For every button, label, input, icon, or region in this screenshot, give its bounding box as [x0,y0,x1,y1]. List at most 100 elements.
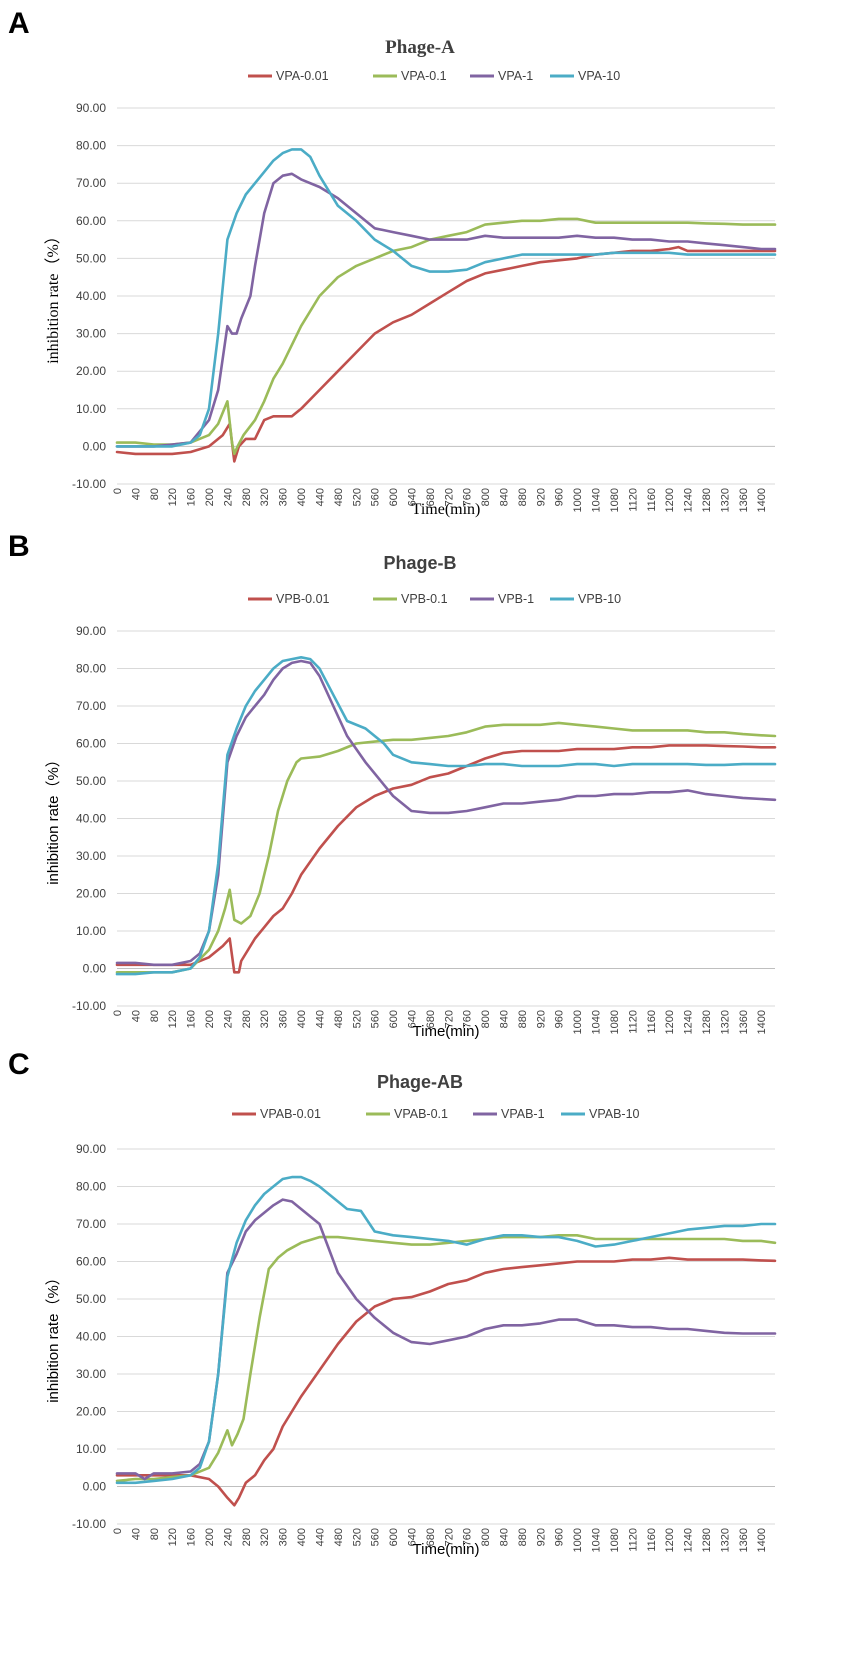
x-tick-label: 1240 [683,488,695,512]
y-tick-label: 20.00 [76,364,106,378]
x-tick-label: 600 [388,1010,400,1028]
x-tick-label: 1200 [664,488,676,512]
y-axis-label: inhibition rate（%） [45,752,62,885]
x-tick-label: 1320 [719,1010,731,1034]
x-tick-label: 1400 [756,1010,768,1034]
x-tick-label: 880 [517,1528,529,1546]
x-tick-label: 680 [425,1010,437,1028]
x-tick-label: 1000 [572,488,584,512]
legend-item: VPAB-0.01 [232,1107,321,1121]
x-tick-label: 560 [370,1010,382,1028]
x-tick-label: 1400 [756,488,768,512]
x-tick-label: 80 [149,488,161,500]
legend-label: VPAB-10 [589,1107,640,1121]
gridlines [117,630,775,1007]
x-tick-label: 480 [333,488,345,506]
chart-title: Phage-A [385,37,455,58]
y-tick-label: 90.00 [76,624,106,638]
legend-item: VPAB-0.1 [366,1107,448,1121]
series-line-vpab-10 [115,1175,777,1485]
x-tick-label: 1360 [738,1010,750,1034]
x-tick-label: 320 [259,488,271,506]
panel-letter: A [8,7,30,40]
legend-label: VPB-0.1 [401,592,448,606]
x-tick-label: 840 [499,1528,511,1546]
x-tick-label: 200 [204,488,216,506]
x-tick-label: 1240 [683,1010,695,1034]
x-tick-label: 720 [443,1010,455,1028]
y-tick-label: 30.00 [76,1367,106,1381]
x-tick-label: 400 [296,488,308,506]
x-axis-label: Time(min) [413,1541,480,1558]
x-tick-label: 1080 [609,1528,621,1552]
legend-label: VPA-1 [498,69,533,83]
x-axis-label: Time(min) [413,1023,480,1040]
x-axis: 0 40 80 120 160 200 240 280 320 360 400 440 480 520 56… [112,1010,768,1034]
x-tick-label: 320 [259,1528,271,1546]
legend-label: VPA-10 [578,69,620,83]
y-tick-label: 10.00 [76,1442,106,1456]
x-tick-label: 720 [443,488,455,506]
x-tick-label: 240 [222,488,234,506]
x-tick-label: 360 [278,1528,290,1546]
x-tick-label: 800 [480,1528,492,1546]
x-tick-label: 1400 [756,1528,768,1552]
x-tick-label: 120 [167,1528,179,1546]
y-tick-label: 30.00 [76,849,106,863]
gridlines [117,1148,775,1525]
x-tick-label: 560 [370,488,382,506]
chart-title: Phage-B [383,553,456,573]
x-tick-label: 960 [554,488,566,506]
y-tick-label: -10.00 [72,1517,106,1531]
x-tick-label: 1240 [683,1528,695,1552]
y-tick-label: -10.00 [72,477,106,491]
series-lines [115,1175,777,1507]
x-tick-label: 1080 [609,488,621,512]
series-line-vpa-1 [115,172,777,448]
y-axis: -10.00 0.00 10.00 20.00 30.00 40.00 50.00 60.00… [72,101,106,491]
x-tick-label: 1000 [572,1010,584,1034]
y-tick-label: 90.00 [76,101,106,115]
x-tick-label: 1320 [719,488,731,512]
x-tick-label: 280 [241,488,253,506]
legend: VPAB-0.01 VPAB-0.1 VPAB-1 VPAB-10 [232,1107,640,1121]
x-tick-label: 240 [222,1010,234,1028]
series-lines [115,655,777,976]
x-tick-label: 160 [186,1010,198,1028]
x-tick-label: 680 [425,1528,437,1546]
x-tick-label: 800 [480,1010,492,1028]
x-tick-label: 280 [241,1528,253,1546]
x-tick-label: 160 [186,488,198,506]
x-tick-label: 120 [167,1010,179,1028]
series-line-vpb-0-1 [115,721,777,974]
x-tick-label: 520 [351,1010,363,1028]
y-tick-label: 60.00 [76,1255,106,1269]
x-tick-label: 800 [480,488,492,506]
legend: VPA-0.01 VPA-0.1 VPA-1 VPA-10 [248,69,620,83]
legend-item: VPA-10 [550,69,620,83]
y-tick-label: 20.00 [76,887,106,901]
legend-item: VPA-0.01 [248,69,329,83]
x-tick-label: 920 [535,1010,547,1028]
legend-item: VPA-0.1 [373,69,447,83]
x-tick-label: 1000 [572,1528,584,1552]
y-tick-label: 40.00 [76,289,106,303]
legend-item: VPAB-10 [561,1107,640,1121]
x-tick-label: 1360 [738,488,750,512]
y-tick-label: 10.00 [76,924,106,938]
x-tick-label: 1040 [591,1528,603,1552]
x-tick-label: 0 [112,488,124,494]
x-tick-label: 280 [241,1010,253,1028]
y-axis-label: inhibition rate（%） [45,1270,62,1403]
x-tick-label: 640 [406,1010,418,1028]
x-tick-label: 0 [112,1010,124,1016]
y-tick-label: 30.00 [76,327,106,341]
legend: VPB-0.01 VPB-0.1 VPB-1 VPB-10 [248,592,621,606]
x-tick-label: 440 [314,1010,326,1028]
legend-item: VPB-0.1 [373,592,448,606]
legend-item: VPAB-1 [473,1107,545,1121]
x-tick-label: 480 [333,1528,345,1546]
x-tick-label: 40 [130,488,142,500]
x-tick-label: 960 [554,1528,566,1546]
x-tick-label: 760 [462,488,474,506]
